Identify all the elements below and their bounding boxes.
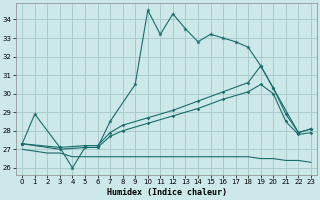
X-axis label: Humidex (Indice chaleur): Humidex (Indice chaleur) [107,188,227,197]
